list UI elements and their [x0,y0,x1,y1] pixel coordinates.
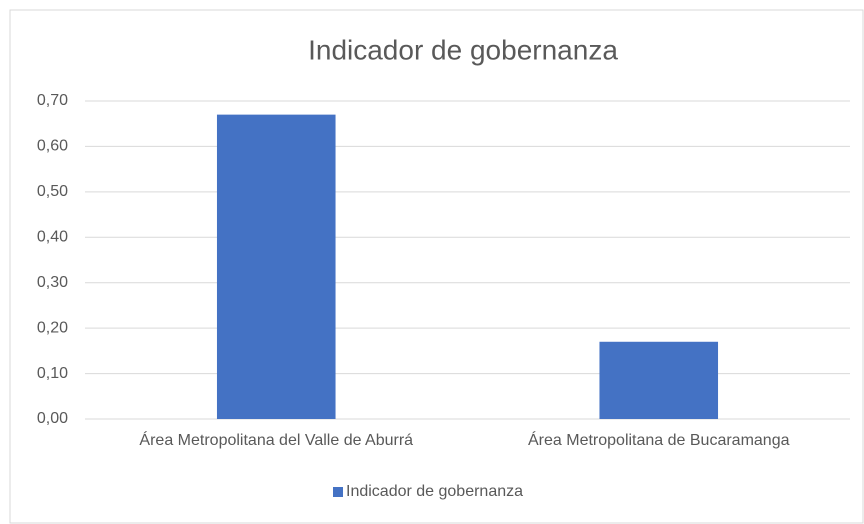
y-tick-label: 0,60 [37,138,68,155]
legend-label: Indicador de gobernanza [346,483,523,500]
y-tick-label: 0,70 [37,92,68,109]
y-tick-label: 0,10 [37,365,68,382]
legend-swatch [333,487,343,497]
y-tick-label: 0,30 [37,274,68,291]
y-tick-label: 0,50 [37,183,68,200]
chart-title: Indicador de gobernanza [308,34,618,65]
chart-frame [9,9,864,524]
bar [216,114,336,419]
y-tick-label: 0,20 [37,319,68,336]
bar [599,341,719,419]
x-tick-label: Área Metropolitana del Valle de Aburrá [139,430,413,449]
y-tick-label: 0,00 [37,410,68,427]
x-tick-label: Área Metropolitana de Bucaramanga [528,430,790,449]
y-tick-label: 0,40 [37,229,68,246]
